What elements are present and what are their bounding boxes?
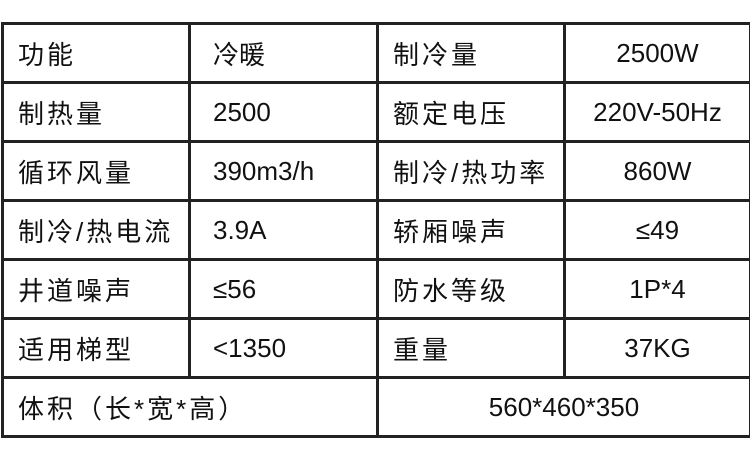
spec-value: 860W bbox=[563, 140, 750, 202]
spec-label: 制冷/热电流 bbox=[1, 199, 191, 261]
spec-label: 适用梯型 bbox=[1, 317, 191, 379]
spec-label: 额定电压 bbox=[376, 81, 566, 143]
spec-value: 2500W bbox=[563, 22, 750, 84]
volume-value: 560*460*350 bbox=[376, 376, 750, 438]
spec-value: 1P*4 bbox=[563, 258, 750, 320]
spec-label: 制冷/热功率 bbox=[376, 140, 566, 202]
spec-label: 功能 bbox=[1, 22, 191, 84]
spec-value: 冷暖 bbox=[188, 22, 379, 84]
spec-value: 37KG bbox=[563, 317, 750, 379]
spec-table: 功能 冷暖 制冷量 2500W 制热量 2500 额定电压 220V-50Hz 循环风量 390m… bbox=[1, 22, 750, 438]
spec-value: 390m3/h bbox=[188, 140, 379, 202]
spec-label: 制冷量 bbox=[376, 22, 566, 84]
spec-value: 220V-50Hz bbox=[563, 81, 750, 143]
spec-label: 轿厢噪声 bbox=[376, 199, 566, 261]
volume-label: 体积（长*宽*高） bbox=[1, 376, 379, 438]
spec-value: ≤56 bbox=[188, 258, 379, 320]
table-row: 井道噪声 ≤56 防水等级 1P*4 bbox=[1, 258, 750, 320]
table-row: 循环风量 390m3/h 制冷/热功率 860W bbox=[1, 140, 750, 202]
table-row: 功能 冷暖 制冷量 2500W bbox=[1, 22, 750, 84]
table-row: 适用梯型 <1350 重量 37KG bbox=[1, 317, 750, 379]
spec-label: 防水等级 bbox=[376, 258, 566, 320]
spec-value: 2500 bbox=[188, 81, 379, 143]
spec-label: 井道噪声 bbox=[1, 258, 191, 320]
spec-value: ≤49 bbox=[563, 199, 750, 261]
spec-label: 重量 bbox=[376, 317, 566, 379]
table-row: 体积（长*宽*高） 560*460*350 bbox=[1, 376, 750, 438]
spec-value: <1350 bbox=[188, 317, 379, 379]
spec-label: 制热量 bbox=[1, 81, 191, 143]
table-row: 制热量 2500 额定电压 220V-50Hz bbox=[1, 81, 750, 143]
spec-label: 循环风量 bbox=[1, 140, 191, 202]
spec-value: 3.9A bbox=[188, 199, 379, 261]
table-row: 制冷/热电流 3.9A 轿厢噪声 ≤49 bbox=[1, 199, 750, 261]
